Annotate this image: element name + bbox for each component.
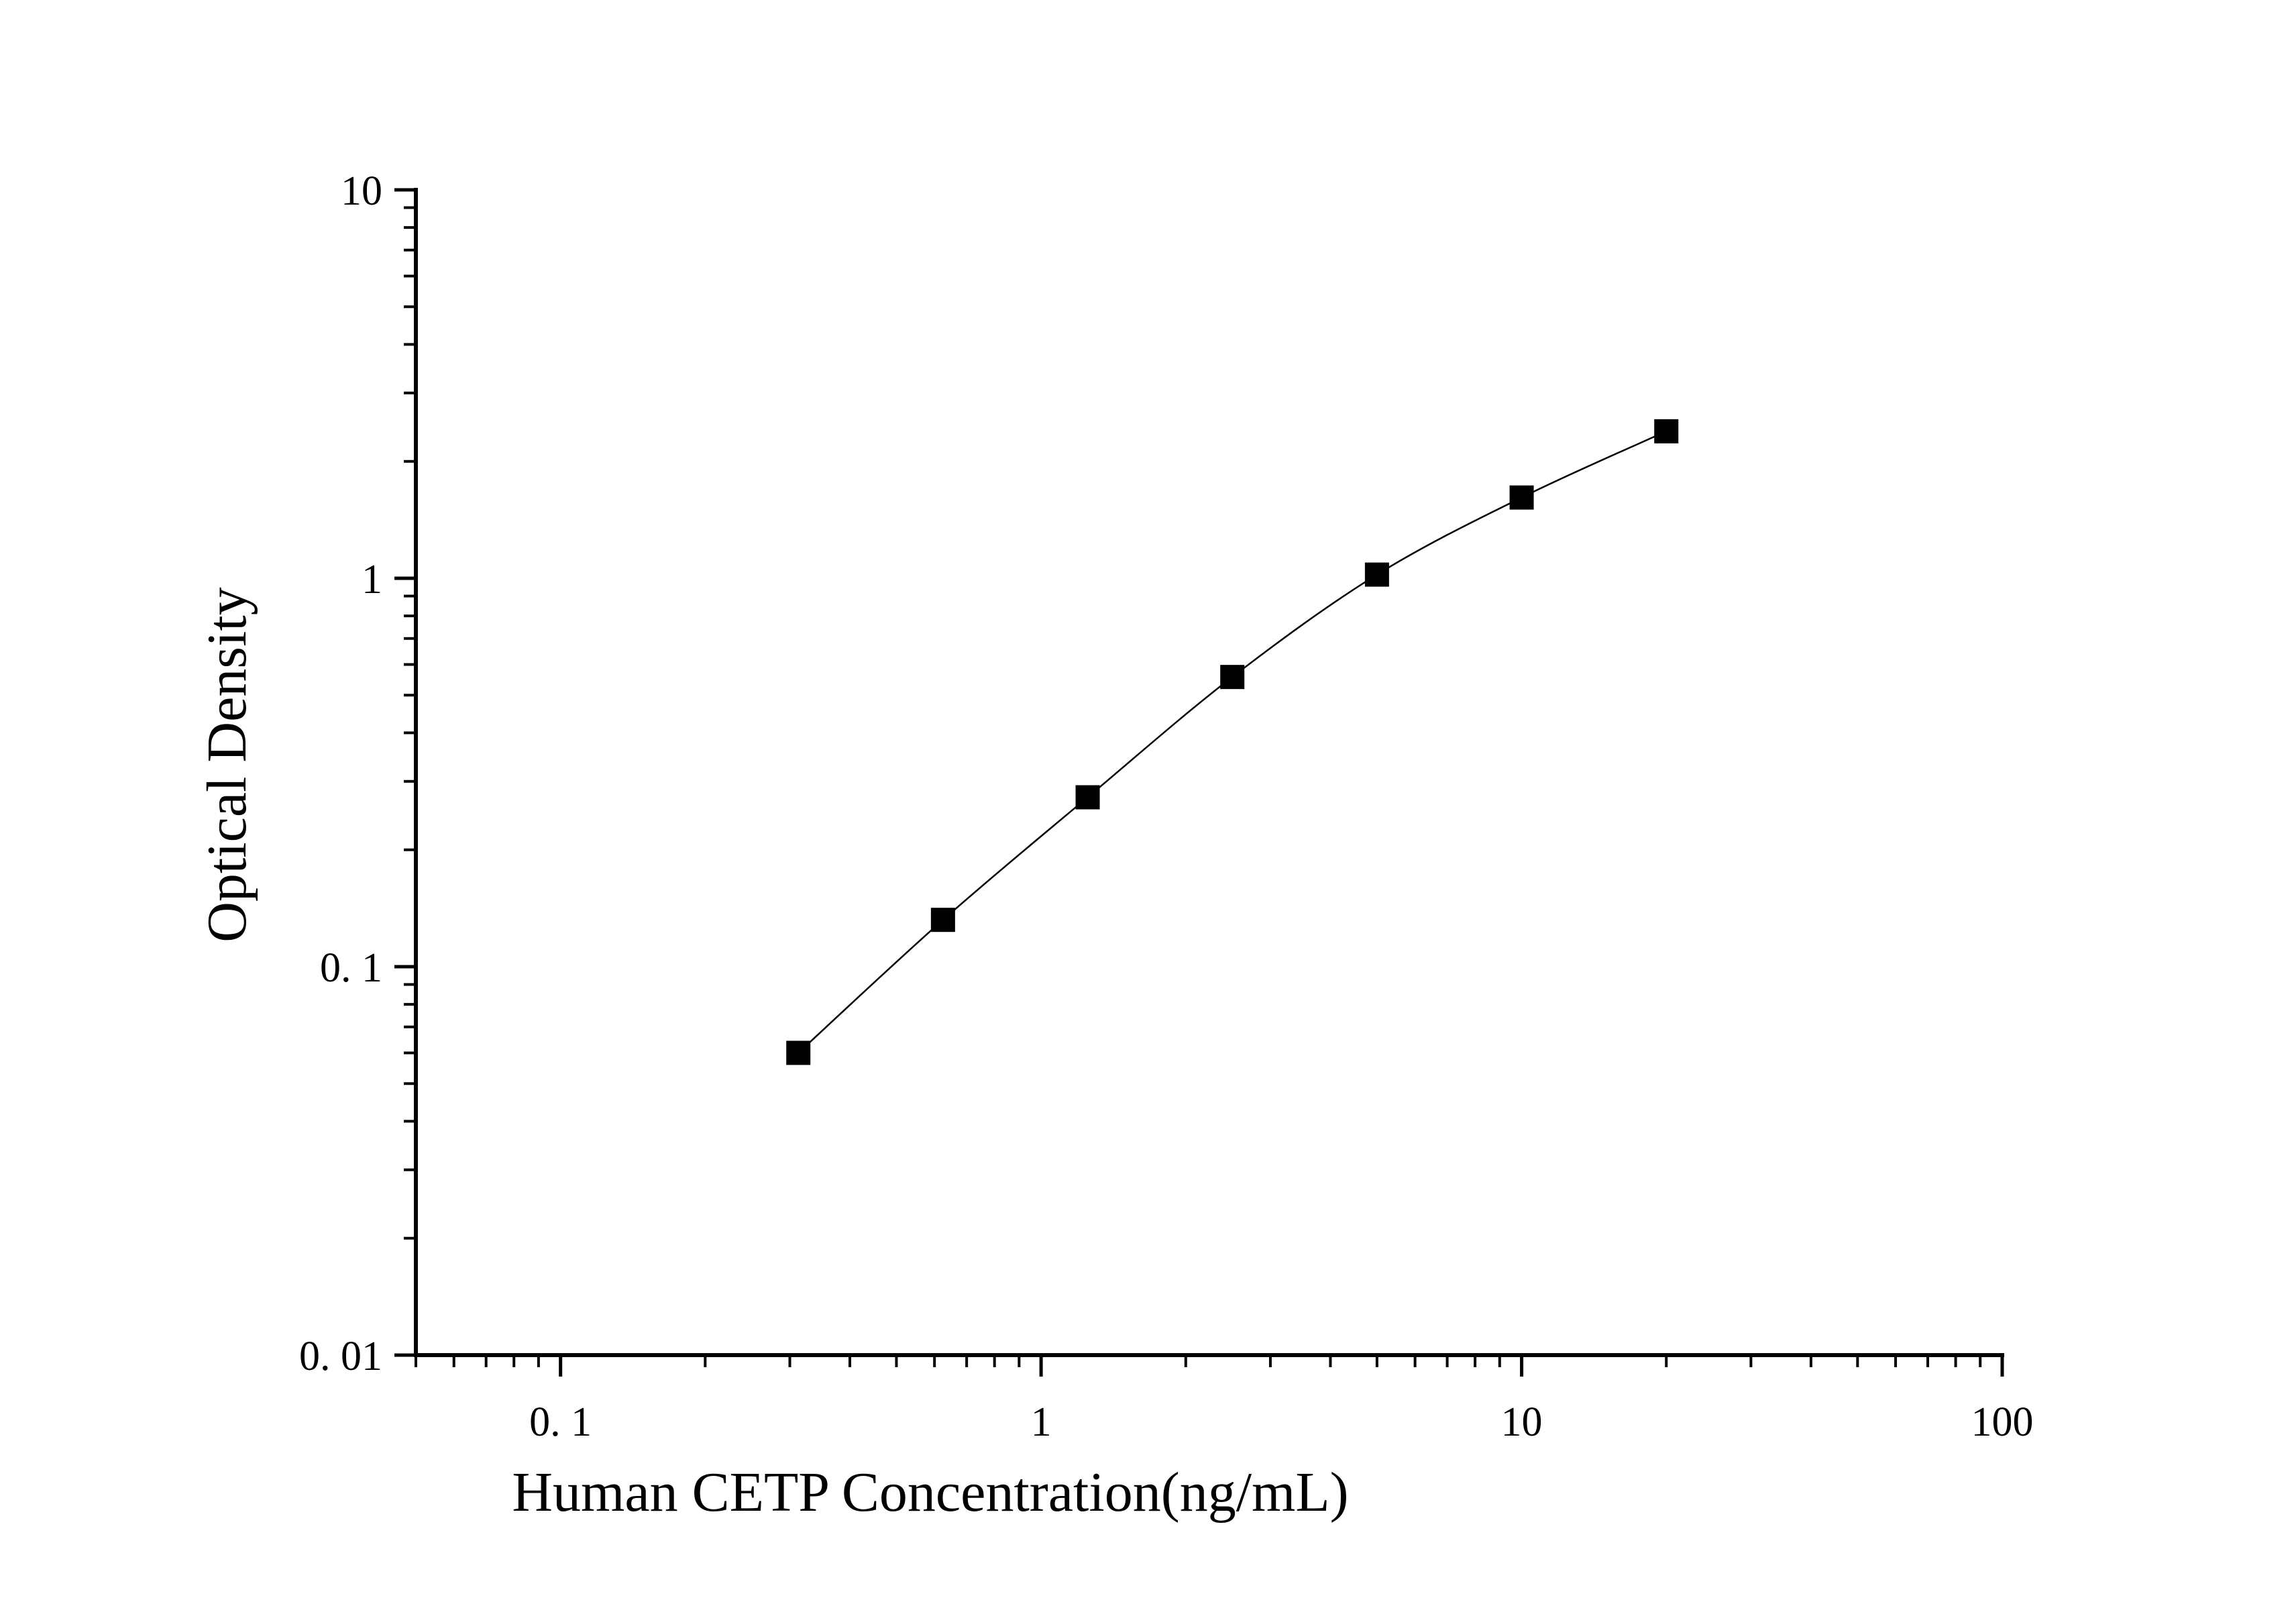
tick-labels: 0. 1 1 10 100 0. 01 0. 1 1 10	[299, 168, 2034, 1445]
y-tick-label: 0. 1	[320, 945, 382, 991]
x-tick-label: 0. 1	[529, 1399, 592, 1445]
x-tick-label: 1	[1031, 1399, 1052, 1445]
y-tick-label: 1	[362, 557, 382, 602]
y-tick-label: 10	[341, 168, 382, 214]
data-point	[786, 1040, 811, 1065]
major-ticks	[394, 188, 2004, 1377]
axes	[414, 188, 2004, 1357]
data-point	[1075, 785, 1100, 810]
minor-ticks	[404, 206, 1982, 1367]
data-point	[1364, 562, 1389, 587]
x-axis-title: Human CETP Concentration(ng/mL)	[512, 1461, 1348, 1523]
x-tick-label: 10	[1501, 1399, 1543, 1445]
x-tick-label: 100	[1971, 1399, 2034, 1445]
data-points	[786, 419, 1679, 1065]
fit-curve	[798, 430, 1667, 1054]
y-axis-title: Optical Density	[196, 587, 258, 943]
data-point	[930, 908, 955, 932]
y-tick-label: 0. 01	[299, 1334, 382, 1379]
data-point	[1220, 665, 1245, 690]
data-point	[1509, 485, 1534, 510]
data-point	[1654, 419, 1679, 443]
